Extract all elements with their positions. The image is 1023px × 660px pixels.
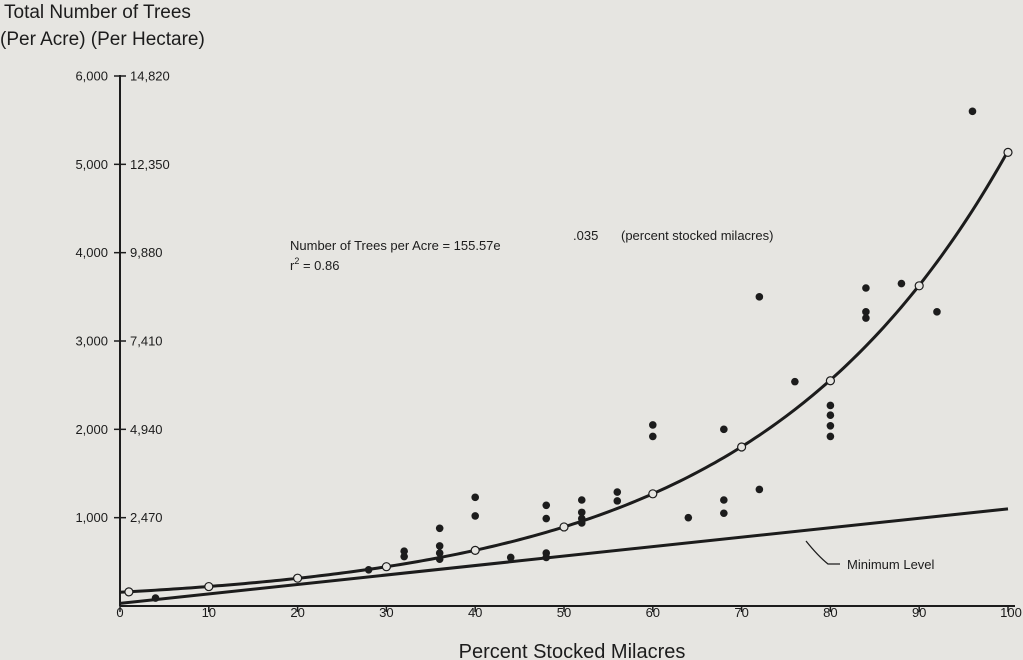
- x-tick-label: 60: [646, 605, 660, 620]
- y-axis-title-line-2: (Per Acre) (Per Hectare): [0, 29, 205, 50]
- curve-point: [204, 581, 214, 592]
- data-point: [649, 421, 657, 429]
- data-point: [435, 524, 444, 533]
- r-squared-base: r: [290, 258, 295, 273]
- data-point: [151, 594, 160, 602]
- data-point: [862, 314, 870, 322]
- data-point: [542, 553, 551, 562]
- y-tick-label-acre: 6,000: [75, 69, 108, 84]
- curve-point: [470, 545, 480, 555]
- x-ticks: 0 10 20 30 40 50 60 70 80 90 100: [116, 605, 1021, 620]
- curve-point: [381, 562, 391, 572]
- x-axis-title: Percent Stocked Milacres: [459, 641, 686, 660]
- x-tick-label: 70: [734, 605, 748, 620]
- data-point: [577, 508, 586, 517]
- x-tick-label: 50: [557, 605, 571, 620]
- data-point: [649, 432, 657, 441]
- y-tick-label-hectare: 14,820: [130, 69, 170, 84]
- y-ticks: 1,000 2,470 2,000 4,940 3,000 7,410 4,000 9,880…: [75, 69, 169, 526]
- data-point: [542, 514, 551, 523]
- data-point: [826, 411, 835, 420]
- curve-point: [914, 281, 924, 291]
- r-squared: r2 = 0.86: [290, 256, 339, 273]
- data-point: [613, 497, 622, 505]
- y-tick-label-hectare: 2,470: [130, 510, 163, 525]
- x-tick-label: 20: [290, 605, 304, 620]
- r-squared-power: 2: [294, 256, 299, 266]
- data-point: [684, 513, 693, 522]
- x-tick-label: 90: [912, 605, 926, 620]
- x-tick-label: 0: [116, 605, 123, 620]
- data-point: [791, 377, 799, 386]
- data-point: [577, 519, 586, 527]
- y-tick-label-hectare: 7,410: [130, 334, 163, 349]
- equation-tail: (percent stocked milacres): [621, 228, 773, 243]
- data-point: [506, 553, 515, 562]
- data-point: [577, 496, 586, 504]
- curve-points: [124, 147, 1013, 597]
- data-point: [862, 308, 870, 316]
- data-point: [933, 308, 941, 316]
- y-tick-label-hectare: 12,350: [130, 157, 170, 172]
- data-point: [720, 425, 728, 434]
- x-tick-label: 10: [202, 605, 216, 620]
- equation-main: Number of Trees per Acre = 155.57e: [290, 238, 501, 253]
- y-tick-label-hectare: 9,880: [130, 245, 163, 260]
- data-point: [720, 509, 728, 518]
- y-tick-label-acre: 2,000: [75, 422, 108, 437]
- x-tick-label: 30: [379, 605, 393, 620]
- equation-exponent: .035: [573, 228, 598, 243]
- x-tick-label: 100: [1000, 605, 1022, 620]
- minimum-level-leader: [805, 540, 840, 565]
- observed-points: [151, 107, 977, 602]
- curve-point: [648, 489, 658, 499]
- data-point: [755, 485, 764, 494]
- data-point: [435, 555, 444, 563]
- data-point: [897, 279, 906, 288]
- data-point: [826, 401, 835, 410]
- data-point: [400, 547, 408, 556]
- data-point: [471, 512, 480, 520]
- data-point: [364, 565, 373, 574]
- minimum-level-line: [119, 507, 1009, 605]
- curve-point: [736, 442, 747, 452]
- data-point: [826, 432, 835, 441]
- y-tick-label-hectare: 4,940: [130, 422, 163, 437]
- x-tick-label: 40: [468, 605, 482, 620]
- curve-point: [124, 587, 134, 597]
- data-point: [435, 549, 444, 557]
- y-tick-label-acre: 5,000: [75, 157, 108, 172]
- curve-point: [1003, 147, 1013, 158]
- r-squared-value: = 0.86: [299, 258, 339, 273]
- y-tick-label-acre: 1,000: [75, 510, 108, 525]
- y-axis-title-line-1: Total Number of Trees: [4, 2, 191, 23]
- data-point: [826, 422, 835, 430]
- data-point: [862, 284, 870, 292]
- data-point: [968, 107, 977, 116]
- minimum-level-label: Minimum Level: [847, 557, 935, 572]
- curve-point: [825, 376, 836, 386]
- curve-point: [293, 573, 303, 583]
- data-point: [400, 552, 408, 561]
- data-point: [435, 542, 444, 550]
- data-point: [613, 488, 622, 496]
- x-tick-label: 80: [823, 605, 837, 620]
- y-tick-label-acre: 4,000: [75, 245, 108, 260]
- curve-point: [559, 522, 569, 532]
- data-point: [755, 293, 764, 301]
- data-point: [720, 496, 728, 504]
- data-point: [471, 493, 480, 502]
- y-tick-label-acre: 3,000: [75, 334, 108, 349]
- data-point: [542, 501, 551, 510]
